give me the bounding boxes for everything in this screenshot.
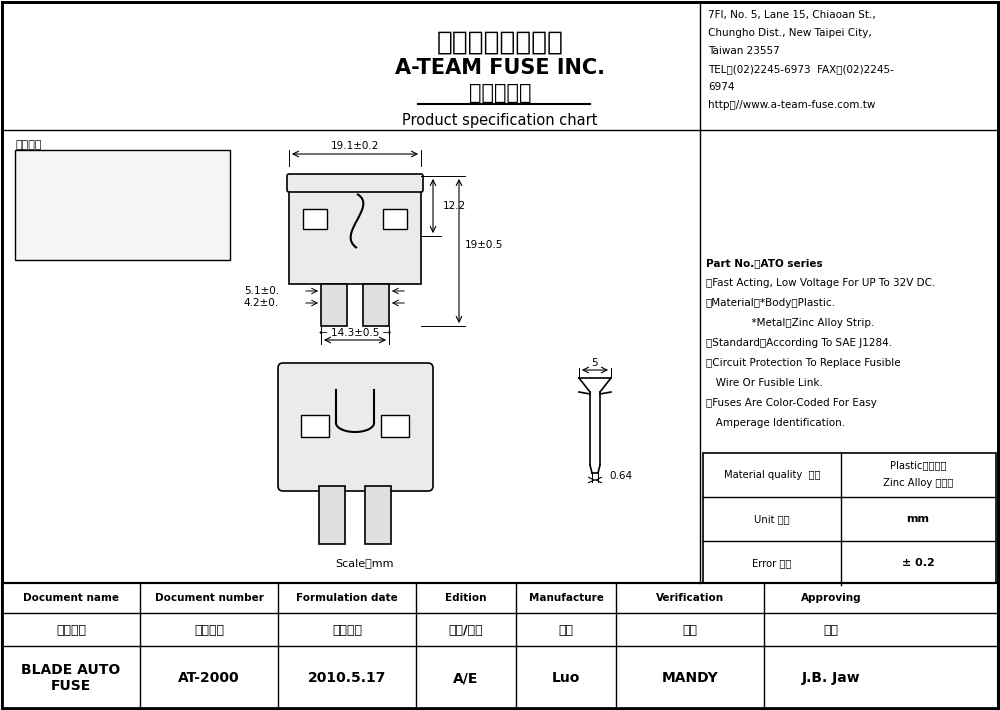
Bar [365,486,391,544]
Text: BLADE AUTO
FUSE: BLADE AUTO FUSE [21,663,121,693]
Text: Material quality  材質: Material quality 材質 [724,470,820,480]
Bar [363,284,389,326]
Bar [383,209,407,229]
Text: 5: 5 [592,358,598,368]
Text: 核准: 核准 [824,623,838,636]
Text: 制定日期: 制定日期 [332,623,362,636]
Text: Luo: Luo [552,671,580,685]
Text: A/E: A/E [453,671,479,685]
Text: ＊Standard：According To SAE J1284.: ＊Standard：According To SAE J1284. [706,338,892,348]
Bar [321,284,347,326]
Text: Verification: Verification [656,593,724,603]
Text: Wire Or Fusible Link.: Wire Or Fusible Link. [706,378,823,388]
Text: 製作: 製作 [558,623,574,636]
Text: Zinc Alloy 鋅合金: Zinc Alloy 鋅合金 [883,478,953,488]
Text: Error 誤差: Error 誤差 [752,558,792,568]
Text: 7Fl, No. 5, Lane 15, Chiaoan St.,: 7Fl, No. 5, Lane 15, Chiaoan St., [708,10,876,20]
Text: ± 0.2: ± 0.2 [902,558,934,568]
Text: Part No.：ATO series: Part No.：ATO series [706,258,823,268]
Text: 2010.5.17: 2010.5.17 [308,671,386,685]
Text: 12.2: 12.2 [443,201,466,211]
Bar [289,176,421,284]
Text: AT-2000: AT-2000 [178,671,240,685]
Bar [703,453,996,585]
Text: 5.1±0.: 5.1±0. [244,286,279,296]
FancyBboxPatch shape [278,363,433,491]
Text: Taiwan 23557: Taiwan 23557 [708,46,780,56]
Text: mm: mm [906,514,930,524]
Text: Edition: Edition [445,593,487,603]
Text: 產品規格圖: 產品規格圖 [469,83,531,103]
Text: 文件編號: 文件編號 [194,623,224,636]
Text: ＊Material：*Body：Plastic.: ＊Material：*Body：Plastic. [706,298,836,308]
Text: MANDY: MANDY [662,671,718,685]
Text: Formulation date: Formulation date [296,593,398,603]
Text: Manufacture: Manufacture [529,593,603,603]
Text: 審核: 審核 [682,623,698,636]
Text: ＊Fuses Are Color-Coded For Easy: ＊Fuses Are Color-Coded For Easy [706,398,877,408]
Bar [303,209,327,229]
Text: Scale：mm: Scale：mm [335,558,394,568]
Text: Product specification chart: Product specification chart [402,113,598,128]
Text: Document name: Document name [23,593,119,603]
Text: *Metal：Zinc Alloy Strip.: *Metal：Zinc Alloy Strip. [706,318,874,328]
Text: ＊Fast Acting, Low Voltage For UP To 32V DC.: ＊Fast Acting, Low Voltage For UP To 32V … [706,278,935,288]
Text: J.B. Jaw: J.B. Jaw [802,671,860,685]
Text: ← 14.3±0.5 →: ← 14.3±0.5 → [319,328,391,338]
Bar [319,486,345,544]
Text: Chungho Dist., New Taipei City,: Chungho Dist., New Taipei City, [708,28,872,38]
Text: 0.64: 0.64 [609,471,632,481]
Text: 文件名稱: 文件名稱 [56,623,86,636]
Text: Unit 單位: Unit 單位 [754,514,790,524]
Text: TEL：(02)2245-6973  FAX：(02)2245-: TEL：(02)2245-6973 FAX：(02)2245- [708,64,894,74]
Text: 保宇興業有限公司: 保宇興業有限公司 [436,30,564,56]
Text: 19±0.5: 19±0.5 [465,240,503,250]
Text: http：//www.a-team-fuse.com.tw: http：//www.a-team-fuse.com.tw [708,100,875,110]
Text: 4.2±0.: 4.2±0. [244,298,279,308]
FancyBboxPatch shape [287,174,423,192]
Text: Document number: Document number [155,593,263,603]
Text: A-TEAM FUSE INC.: A-TEAM FUSE INC. [395,58,605,78]
Text: Amperage Identification.: Amperage Identification. [706,418,845,428]
Text: Plastic塑成膠脂: Plastic塑成膠脂 [890,460,946,470]
Bar [381,415,409,437]
Text: 6974: 6974 [708,82,734,92]
Text: 版本/版次: 版本/版次 [449,623,483,636]
Bar [301,415,329,437]
Text: 成品圖示: 成品圖示 [15,140,42,150]
Text: ＊Circuit Protection To Replace Fusible: ＊Circuit Protection To Replace Fusible [706,358,901,368]
Bar [15,150,230,260]
Text: Approving: Approving [801,593,861,603]
Text: 19.1±0.2: 19.1±0.2 [331,141,379,151]
Bar [2,583,998,710]
